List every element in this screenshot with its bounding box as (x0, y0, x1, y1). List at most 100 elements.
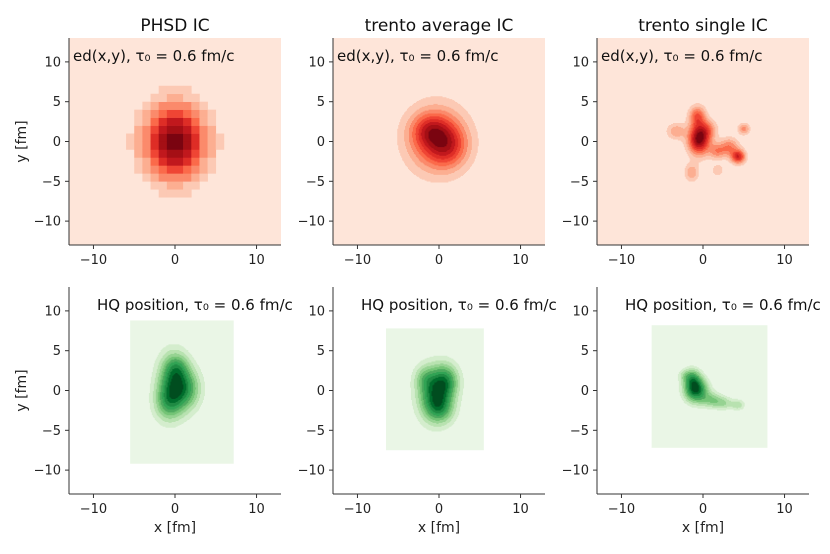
density-cell (183, 109, 192, 118)
panel-trento-avg-ed: −10 0 10 −10 −5 0 5 10 trento average IC ed(x,y),… (298, 16, 545, 268)
density-contours (397, 96, 479, 183)
density-cell (199, 109, 208, 118)
density-cell (158, 173, 168, 182)
density-cell (183, 157, 192, 166)
y-tick-label: 0 (317, 384, 325, 399)
y-tick-label: 5 (581, 95, 589, 110)
y-tick-label: 5 (581, 344, 589, 359)
density-cell (158, 189, 168, 198)
y-tick-label: 5 (53, 344, 61, 359)
y-axis-label: y [fm] (14, 120, 30, 162)
x-tick-label: 10 (776, 253, 793, 268)
density-cell (158, 125, 168, 134)
panel-annotation: ed(x,y), τ₀ = 0.6 fm/c (337, 47, 498, 65)
density-cell (166, 165, 176, 174)
x-tick-label: −10 (80, 253, 107, 268)
density-cell (191, 181, 200, 190)
y-tick-label: −5 (42, 424, 61, 439)
x-axis-label: x [fm] (682, 520, 724, 536)
density-cell (207, 165, 217, 174)
density-cell (142, 157, 151, 166)
x-tick-label: 10 (512, 502, 529, 517)
plot-area (597, 38, 809, 245)
panel-annotation: HQ position, τ₀ = 0.6 fm/c (361, 296, 557, 314)
density-cell (134, 157, 143, 166)
density-cell (166, 85, 176, 95)
density-cell (215, 133, 225, 142)
y-tick-label: −5 (306, 175, 325, 190)
density-cell (191, 141, 200, 150)
y-tick-label: −5 (306, 424, 325, 439)
density-cell (142, 165, 151, 174)
plot-area (130, 320, 234, 464)
density-cell (175, 181, 184, 190)
x-tick-label: −10 (80, 502, 107, 517)
density-contours (666, 102, 751, 182)
density-cell (183, 133, 192, 142)
y-tick-label: 10 (572, 55, 589, 70)
density-cell (142, 133, 151, 142)
density-cell (150, 181, 159, 190)
density-cell (158, 157, 168, 166)
density-cell (166, 101, 176, 110)
density-cell (150, 133, 159, 142)
density-cell (134, 109, 143, 118)
y-tick-label: 0 (581, 384, 589, 399)
density-cell (166, 93, 176, 102)
density-cell (199, 141, 208, 150)
panel-trento-single-hq: −10 0 10 −10 −5 0 5 10 HQ position, τ₀ = 0.6 fm/… (562, 287, 821, 536)
density-cell (166, 125, 176, 134)
y-tick-label: −10 (34, 215, 61, 230)
x-tick-label: 0 (171, 502, 179, 517)
panel-phsd-ed: −10 0 10 −10 −5 0 5 10 PHSD IC ed(x,y), τ₀ = 0.6 … (14, 16, 281, 268)
density-cell (175, 125, 184, 134)
density-cell (191, 101, 200, 110)
density-cell (191, 157, 200, 166)
density-cell (150, 173, 159, 182)
density-cell (183, 149, 192, 158)
density-cell (158, 117, 168, 126)
density-cell (158, 181, 168, 190)
contour-level-9 (428, 128, 448, 148)
density-cell (175, 133, 184, 142)
density-cell (150, 101, 159, 110)
contour-level-9 (169, 372, 184, 400)
density-cell (158, 85, 168, 95)
density-cell (150, 109, 159, 118)
density-cell (207, 157, 217, 166)
density-cell (175, 189, 184, 198)
x-tick-label: 10 (512, 253, 529, 268)
density-cell (183, 117, 192, 126)
x-tick-label: 0 (435, 502, 443, 517)
density-cell (175, 165, 184, 174)
density-cell (183, 85, 192, 95)
density-cell (134, 133, 143, 142)
x-tick-label: −10 (344, 502, 371, 517)
density-cell (183, 165, 192, 174)
density-cell (175, 157, 184, 166)
density-cell (191, 173, 200, 182)
panel-phsd-hq: −10 0 10 −10 −5 0 5 10 HQ position, τ₀ = 0.6 fm/… (14, 287, 293, 536)
density-cell (183, 101, 192, 110)
density-cell (134, 125, 143, 134)
density-cell (158, 149, 168, 158)
density-cell (150, 165, 159, 174)
density-cell (183, 173, 192, 182)
density-cell (207, 117, 217, 126)
x-tick-label: 0 (699, 502, 707, 517)
density-cell (142, 141, 151, 150)
y-axis-label: y [fm] (14, 369, 30, 411)
density-cell (166, 141, 176, 150)
density-cell (150, 93, 159, 102)
x-tick-label: −10 (608, 502, 635, 517)
y-tick-label: −5 (570, 424, 589, 439)
density-cell (207, 133, 217, 142)
x-tick-label: 0 (435, 253, 443, 268)
density-cell (150, 125, 159, 134)
density-cell (150, 141, 159, 150)
density-cell (175, 101, 184, 110)
density-cell (166, 181, 176, 190)
density-cell (207, 149, 217, 158)
density-cell (199, 125, 208, 134)
y-tick-label: 10 (44, 55, 61, 70)
